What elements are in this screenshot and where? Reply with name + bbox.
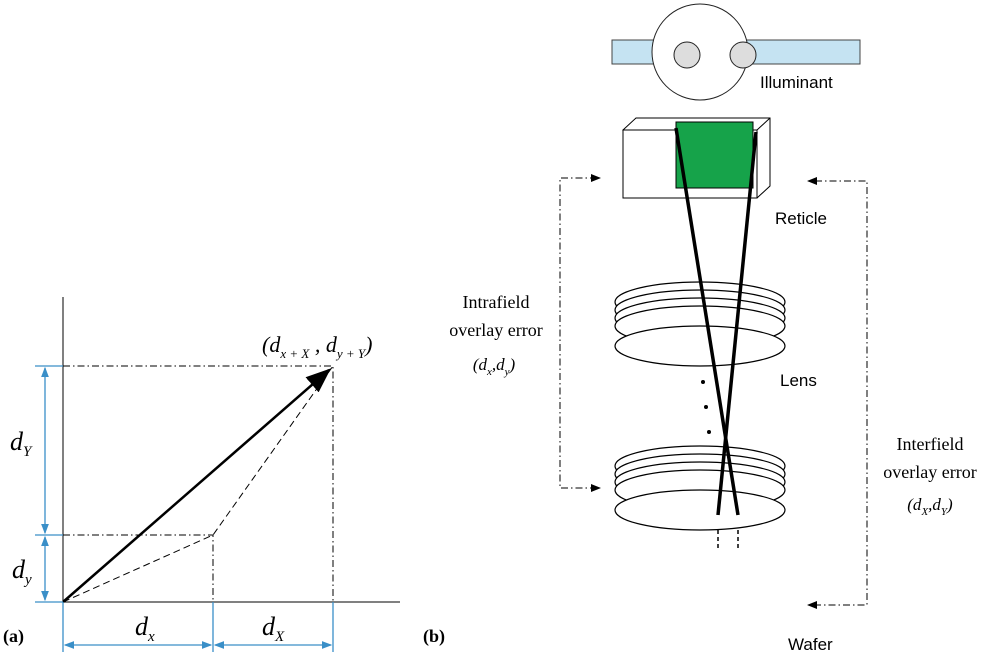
- electrode: [730, 42, 756, 68]
- guide-lines: [63, 366, 333, 650]
- dimension-ticks: [35, 366, 333, 652]
- beam-continuation: [718, 530, 738, 550]
- illuminant-label: Illuminant: [760, 73, 833, 92]
- coords: (dX,dY): [907, 495, 953, 518]
- lens-label: Lens: [780, 371, 817, 390]
- text-line: overlay error: [449, 320, 542, 340]
- text-line: Interfield: [897, 434, 964, 454]
- lens-lower: [615, 446, 785, 530]
- label-dy: dy: [12, 555, 32, 588]
- label-dx: dx: [135, 612, 155, 645]
- intrafield-loop: [560, 178, 597, 488]
- panel-label: (b): [423, 626, 445, 647]
- figure: dY dy dx dX (dx + X , dy + Y) (a) Illumi…: [0, 0, 997, 656]
- reticle-label: Reticle: [775, 209, 827, 228]
- text-line: Intrafield: [463, 292, 530, 312]
- lens-upper: [615, 282, 785, 366]
- total-vector: [63, 370, 329, 602]
- reticle-pattern: [676, 122, 753, 188]
- interfield-text: Interfield overlay error (dX,dY): [883, 434, 976, 518]
- panel-b: Illuminant Reticle Lens Intrafield overl…: [423, 4, 977, 654]
- text-line: overlay error: [883, 462, 976, 482]
- panel-a: dY dy dx dX (dx + X , dy + Y) (a): [3, 297, 400, 652]
- electrode: [674, 42, 700, 68]
- ellipsis: [701, 380, 711, 434]
- wafer-label: Wafer: [788, 635, 833, 654]
- label-dY: dY: [10, 427, 33, 460]
- point-label: (dx + X , dy + Y): [262, 332, 372, 361]
- coords: (dx,dy): [473, 355, 516, 378]
- interfield-loop: [815, 181, 867, 605]
- label-dX: dX: [262, 612, 285, 645]
- intrafield-text: Intrafield overlay error (dx,dy): [449, 292, 542, 378]
- panel-label: (a): [3, 626, 24, 647]
